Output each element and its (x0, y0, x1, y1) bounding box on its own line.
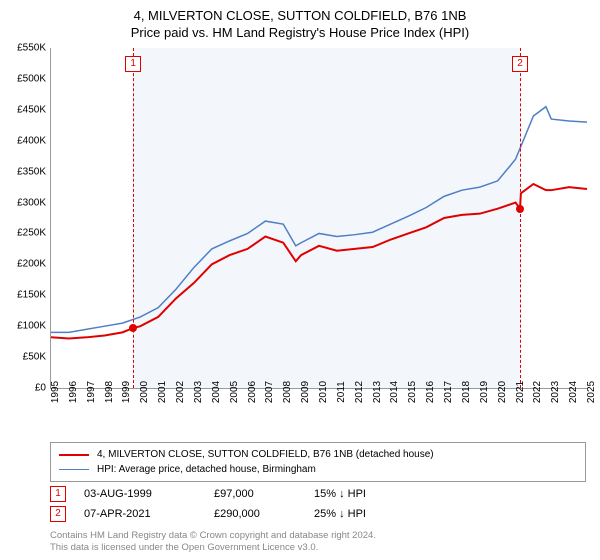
chart-container: 4, MILVERTON CLOSE, SUTTON COLDFIELD, B7… (0, 0, 600, 560)
sale-row: 2 07-APR-2021£290,00025% ↓ HPI (50, 504, 434, 524)
sale-marker-box: 1 (50, 486, 66, 502)
sales-table: 1 03-AUG-1999£97,00015% ↓ HPI 2 07-APR-2021… (50, 484, 434, 524)
chart-area: 12 £0£50K£100K£150K£200K£250K£300K£350K£… (50, 48, 586, 406)
sale-price: £290,000 (214, 508, 314, 520)
legend-swatch-blue (59, 469, 89, 470)
y-tick-label: £150K (6, 290, 46, 301)
title-line-1: 4, MILVERTON CLOSE, SUTTON COLDFIELD, B7… (0, 8, 600, 25)
y-tick-label: £250K (6, 228, 46, 239)
sale-date: 03-AUG-1999 (84, 488, 214, 500)
y-tick-label: £0 (6, 383, 46, 394)
x-tick-label: 2012 (354, 381, 365, 403)
sale-marker-box: 2 (50, 506, 66, 522)
marker-box-2: 2 (512, 56, 528, 72)
legend-row-price: 4, MILVERTON CLOSE, SUTTON COLDFIELD, B7… (59, 447, 577, 462)
legend-label-1: 4, MILVERTON CLOSE, SUTTON COLDFIELD, B7… (97, 447, 434, 462)
x-tick-label: 2011 (336, 381, 347, 403)
x-tick-label: 2022 (532, 381, 543, 403)
marker-vline-1 (133, 48, 134, 388)
series-price_paid (51, 184, 587, 339)
x-tick-label: 2021 (515, 381, 526, 403)
x-tick-label: 1996 (68, 381, 79, 403)
x-tick-label: 1999 (121, 381, 132, 403)
footer-attribution: Contains HM Land Registry data © Crown c… (50, 530, 376, 555)
marker-dot-2 (516, 205, 524, 213)
marker-vline-2 (520, 48, 521, 388)
x-tick-label: 2002 (175, 381, 186, 403)
chart-title: 4, MILVERTON CLOSE, SUTTON COLDFIELD, B7… (0, 0, 600, 42)
x-tick-label: 2006 (247, 381, 258, 403)
x-tick-label: 2005 (229, 381, 240, 403)
x-tick-label: 2000 (139, 381, 150, 403)
x-tick-label: 2004 (211, 381, 222, 403)
legend-row-hpi: HPI: Average price, detached house, Birm… (59, 462, 577, 477)
title-line-2: Price paid vs. HM Land Registry's House … (0, 25, 600, 42)
marker-box-1: 1 (125, 56, 141, 72)
x-tick-label: 2020 (497, 381, 508, 403)
x-tick-label: 2016 (425, 381, 436, 403)
y-tick-label: £350K (6, 166, 46, 177)
y-tick-label: £200K (6, 259, 46, 270)
footer-line-2: This data is licensed under the Open Gov… (50, 542, 376, 554)
sale-hpi-delta: 15% ↓ HPI (314, 488, 434, 500)
y-tick-label: £500K (6, 73, 46, 84)
x-tick-label: 2017 (443, 381, 454, 403)
x-tick-label: 1998 (104, 381, 115, 403)
x-tick-label: 2010 (318, 381, 329, 403)
y-tick-label: £400K (6, 135, 46, 146)
legend-box: 4, MILVERTON CLOSE, SUTTON COLDFIELD, B7… (50, 442, 586, 482)
y-tick-label: £300K (6, 197, 46, 208)
legend-label-2: HPI: Average price, detached house, Birm… (97, 462, 316, 477)
x-tick-label: 2001 (157, 381, 168, 403)
x-tick-label: 2014 (389, 381, 400, 403)
y-tick-label: £100K (6, 321, 46, 332)
y-tick-label: £50K (6, 352, 46, 363)
x-tick-label: 2018 (461, 381, 472, 403)
x-tick-label: 2015 (407, 381, 418, 403)
line-series-svg (51, 48, 587, 388)
sale-price: £97,000 (214, 488, 314, 500)
plot-region: 12 (50, 48, 587, 389)
x-tick-label: 2003 (193, 381, 204, 403)
sale-row: 1 03-AUG-1999£97,00015% ↓ HPI (50, 484, 434, 504)
footer-line-1: Contains HM Land Registry data © Crown c… (50, 530, 376, 542)
x-tick-label: 2023 (550, 381, 561, 403)
x-tick-label: 1995 (50, 381, 61, 403)
sale-date: 07-APR-2021 (84, 508, 214, 520)
x-tick-label: 2025 (586, 381, 597, 403)
x-tick-label: 2024 (568, 381, 579, 403)
y-tick-label: £550K (6, 43, 46, 54)
x-tick-label: 2007 (264, 381, 275, 403)
sale-hpi-delta: 25% ↓ HPI (314, 508, 434, 520)
x-tick-label: 2013 (372, 381, 383, 403)
x-tick-label: 2019 (479, 381, 490, 403)
legend-swatch-red (59, 454, 89, 456)
x-tick-label: 2009 (300, 381, 311, 403)
y-tick-label: £450K (6, 104, 46, 115)
x-tick-label: 2008 (282, 381, 293, 403)
series-hpi (51, 107, 587, 333)
marker-dot-1 (129, 324, 137, 332)
x-tick-label: 1997 (86, 381, 97, 403)
